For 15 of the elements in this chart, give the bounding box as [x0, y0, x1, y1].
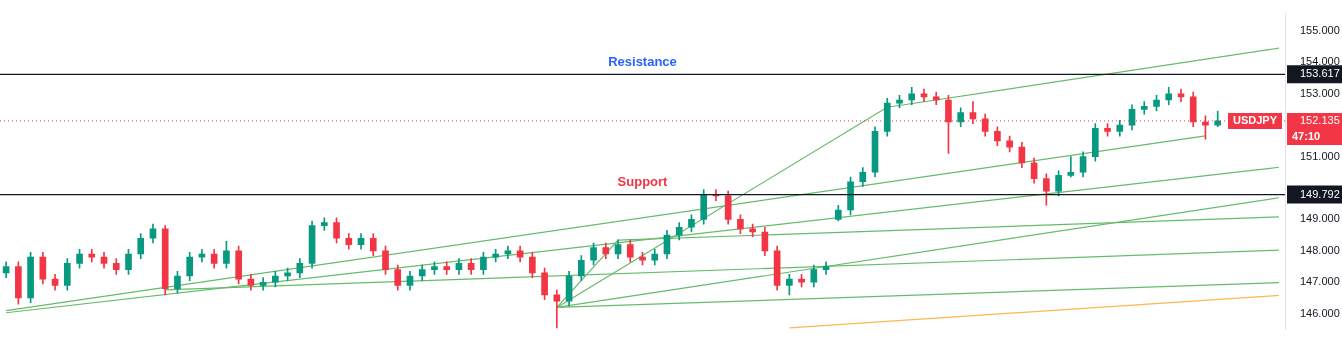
ref-line-label: Support — [617, 174, 669, 190]
y-tick-label: 148.000 — [1300, 243, 1340, 256]
y-tick-label: 152.135 — [1300, 113, 1340, 126]
text: 47:10 — [1292, 129, 1321, 142]
y-tick-label: 154.000 — [1300, 55, 1340, 68]
y-tick-label: 153.000 — [1300, 86, 1340, 99]
y-tick-label: 147.000 — [1300, 275, 1340, 288]
y-tick-label: 155.000 — [1300, 23, 1340, 36]
y-tick-label: 146.000 — [1300, 306, 1340, 319]
ref-line-label: USDJPY — [1232, 113, 1278, 126]
y-tick-label: 151.000 — [1300, 149, 1340, 162]
y-tick-label: 153.617 — [1300, 67, 1340, 80]
ref-line-label: Resistance — [608, 53, 677, 69]
y-tick-label: 149.792 — [1300, 187, 1340, 200]
y-tick-label: 149.000 — [1300, 212, 1340, 225]
